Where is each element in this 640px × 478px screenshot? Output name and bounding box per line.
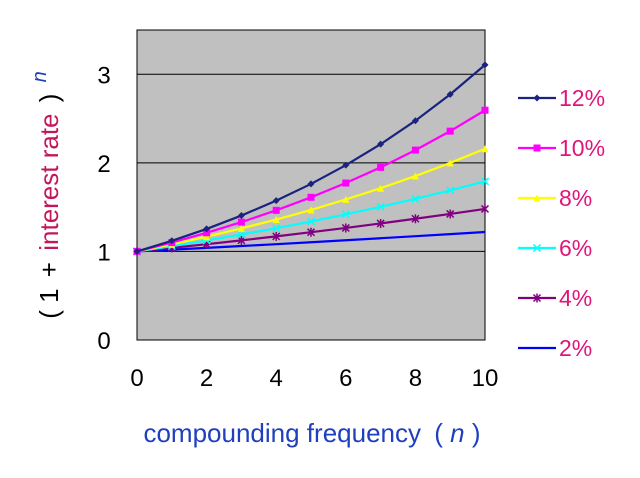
y-tick-labels: 0 1 2 3	[97, 62, 110, 355]
y-tick-label: 2	[97, 151, 110, 178]
gridlines	[137, 73, 485, 252]
data-point	[203, 225, 211, 233]
data-point	[342, 179, 350, 187]
data-point	[272, 197, 280, 205]
series-layer	[132, 61, 490, 256]
legend-item: 2%	[518, 335, 592, 361]
data-point	[272, 206, 280, 214]
data-point	[377, 163, 385, 171]
legend-label: 4%	[559, 285, 592, 311]
data-point	[341, 223, 350, 233]
legend-item: 12%	[518, 85, 605, 111]
x-axis-label-var: n	[450, 418, 464, 448]
legend-label: 6%	[559, 235, 592, 261]
legend-label: 2%	[559, 335, 592, 361]
series-12pct	[133, 61, 489, 255]
series-8pct	[133, 145, 489, 255]
data-point	[307, 206, 315, 214]
data-point	[533, 194, 541, 202]
data-point	[411, 172, 419, 180]
legend-item: 8%	[518, 185, 592, 211]
data-point	[377, 184, 385, 192]
y-axis-label-exponent: n	[29, 71, 51, 82]
data-point	[168, 237, 176, 245]
series-2pct	[136, 230, 486, 253]
data-point	[203, 233, 211, 241]
y-axis-label-one: 1	[34, 288, 64, 302]
x-tick-label: 2	[200, 365, 213, 392]
data-point	[306, 217, 316, 226]
y-axis-label-close: )	[34, 94, 64, 103]
data-point	[237, 218, 245, 226]
x-axis-label-open: (	[434, 418, 443, 448]
y-axis-label-plus: +	[34, 262, 64, 277]
x-tick-labels: 0 2 4 6 8 10	[130, 365, 498, 392]
y-tick-label: 0	[97, 328, 110, 355]
data-point	[532, 293, 542, 303]
y-axis-label: ( 1 + interest rate ) n	[29, 71, 64, 319]
data-point	[306, 227, 316, 237]
data-point	[446, 127, 454, 135]
y-tick-label: 1	[97, 239, 110, 266]
data-point	[481, 61, 489, 69]
series-line	[136, 230, 486, 253]
legend-label: 12%	[559, 85, 605, 111]
data-point	[411, 214, 420, 224]
y-tick-label: 3	[97, 62, 110, 89]
data-point	[342, 195, 350, 203]
data-point	[307, 193, 315, 201]
legend-label: 10%	[559, 135, 605, 161]
data-point	[411, 194, 420, 203]
data-point	[133, 247, 141, 255]
data-point	[376, 218, 385, 228]
data-point	[411, 146, 419, 154]
data-point	[237, 230, 246, 239]
legend-item: 4%	[518, 285, 592, 311]
x-axis-label-close: )	[472, 418, 481, 448]
data-point	[237, 235, 246, 245]
x-tick-label: 10	[472, 365, 499, 392]
x-tick-label: 6	[339, 365, 352, 392]
legend: 12% 10% 8% 6% 4% 2%	[518, 85, 605, 361]
data-point	[481, 106, 489, 114]
data-point	[480, 204, 490, 214]
data-point	[341, 210, 350, 219]
data-point	[272, 216, 280, 224]
data-point	[272, 224, 281, 233]
data-point	[480, 177, 490, 186]
data-point	[532, 243, 542, 253]
data-point	[533, 94, 541, 102]
legend-label: 8%	[559, 185, 592, 211]
x-tick-label: 4	[270, 365, 283, 392]
y-axis-label-text: interest rate	[34, 113, 64, 250]
data-point	[533, 144, 541, 152]
data-point	[307, 180, 315, 188]
x-axis-label-main: compounding frequency	[143, 418, 421, 448]
data-point	[446, 159, 454, 167]
data-point	[446, 186, 455, 195]
data-point	[376, 202, 385, 211]
x-tick-label: 0	[130, 365, 143, 392]
data-point	[237, 212, 245, 220]
data-point	[203, 229, 211, 237]
x-tick-label: 8	[409, 365, 422, 392]
data-point	[411, 117, 419, 125]
data-point	[272, 231, 281, 241]
data-point	[237, 224, 245, 232]
data-point	[342, 161, 350, 169]
legend-item: 10%	[518, 135, 605, 161]
y-axis-label-open: (	[34, 310, 64, 319]
data-point	[481, 145, 489, 153]
data-point	[446, 90, 454, 98]
data-point	[446, 209, 455, 219]
x-axis-label: compounding frequency ( n )	[143, 418, 480, 448]
legend-item: 6%	[518, 235, 592, 261]
data-point	[377, 140, 385, 148]
